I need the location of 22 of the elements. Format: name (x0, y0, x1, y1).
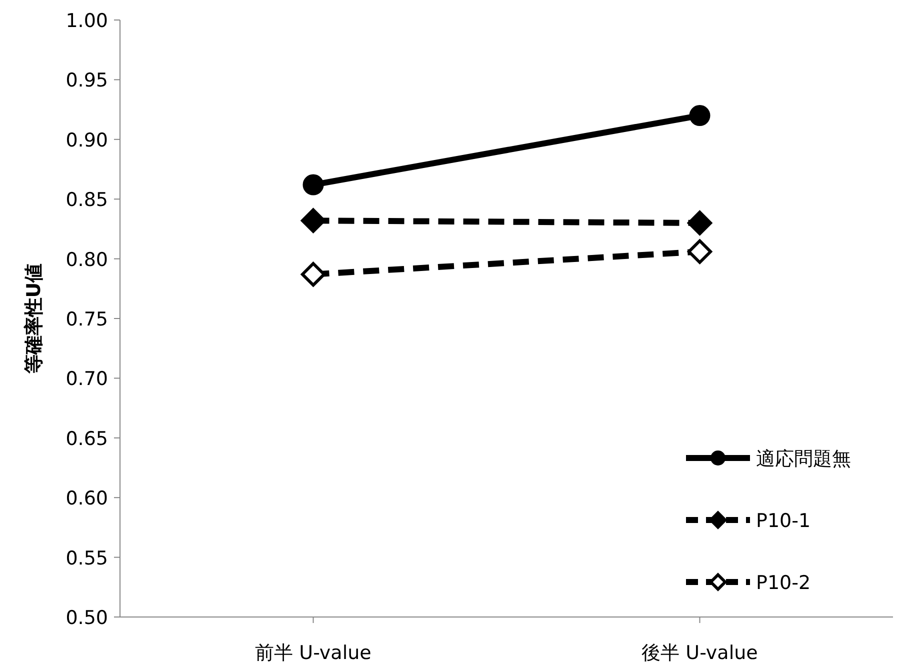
y-axis-title: 等確率性U値 (23, 263, 45, 375)
y-tick-label: 0.60 (66, 488, 108, 510)
point (300, 262, 326, 287)
point (302, 174, 324, 196)
x-tick-label: 後半 U-value (642, 642, 758, 664)
y-tick-label: 0.85 (66, 189, 108, 212)
x-tick-label: 前半 U-value (255, 642, 372, 664)
y-tick-label: 0.75 (66, 308, 108, 330)
point (687, 210, 712, 236)
y-tick-label: 1.00 (66, 10, 108, 32)
y-tick-label: 0.55 (66, 547, 108, 570)
legend-label: P10-1 (756, 510, 811, 532)
legend-label: 適応問題無 (756, 448, 851, 470)
y-tick-label: 0.50 (66, 607, 108, 629)
y-tick-label: 0.65 (66, 428, 108, 450)
y-tick-label: 0.80 (66, 248, 108, 271)
point (687, 239, 712, 264)
y-tick-label: 0.95 (66, 70, 108, 92)
legend-label: P10-2 (756, 572, 811, 594)
point (689, 105, 710, 126)
y-tick-label: 0.70 (66, 368, 108, 390)
y-tick-label: 0.90 (66, 129, 108, 152)
